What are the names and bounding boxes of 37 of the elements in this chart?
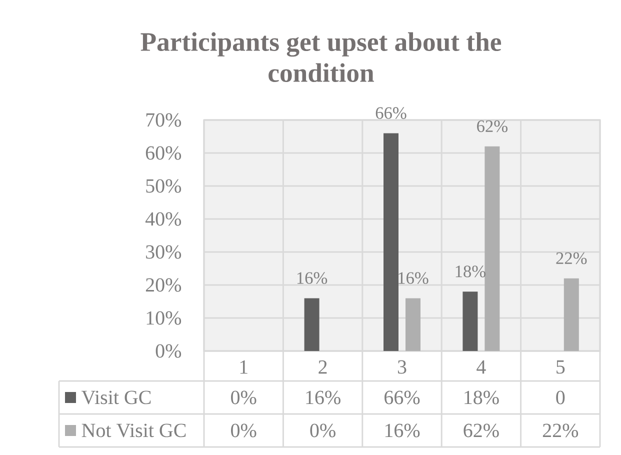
legend-label: Not Visit GC [82, 424, 186, 438]
data-label: 16% [306, 390, 340, 404]
y-tick-label: 20% [146, 278, 182, 292]
y-tick-label: 10% [146, 311, 182, 325]
y-tick-label: 60% [146, 146, 182, 160]
bar [406, 298, 420, 351]
x-tick-label: 5 [556, 360, 565, 374]
chart-title: Participants get upset about the condition [140, 32, 502, 82]
x-tick-label: 2 [318, 360, 327, 374]
bar [384, 133, 399, 351]
y-tick-label: 40% [145, 212, 182, 226]
text: 16% [297, 272, 328, 284]
data-label: 18% [464, 390, 499, 404]
x-tick-label: 4 [476, 360, 486, 374]
data-label: 22% [542, 424, 578, 438]
y-tick-label: 30% [146, 245, 182, 259]
y-tick-label: 50% [146, 179, 182, 193]
x-tick-label: 3 [398, 360, 406, 374]
text: 62% [477, 120, 508, 132]
data-label: 0 [556, 390, 565, 404]
legend-label: Visit GC [82, 390, 151, 404]
y-tick-label: 70% [146, 113, 182, 127]
data-label: 62% [464, 424, 499, 438]
bar [564, 278, 579, 351]
bar [304, 298, 320, 351]
text: 22% [556, 252, 587, 264]
x-tick-label: 1 [240, 360, 248, 374]
data-label: 66% [384, 390, 420, 404]
bar [462, 292, 478, 351]
text: 66% [376, 107, 406, 119]
y-tick-label: 0% [156, 344, 182, 358]
data-label: 16% [385, 424, 420, 438]
data-label: 0% [310, 424, 336, 438]
bar [484, 146, 500, 351]
text: 16% [398, 272, 428, 284]
data-label: 0% [231, 390, 256, 404]
data-label: 0% [231, 424, 256, 438]
